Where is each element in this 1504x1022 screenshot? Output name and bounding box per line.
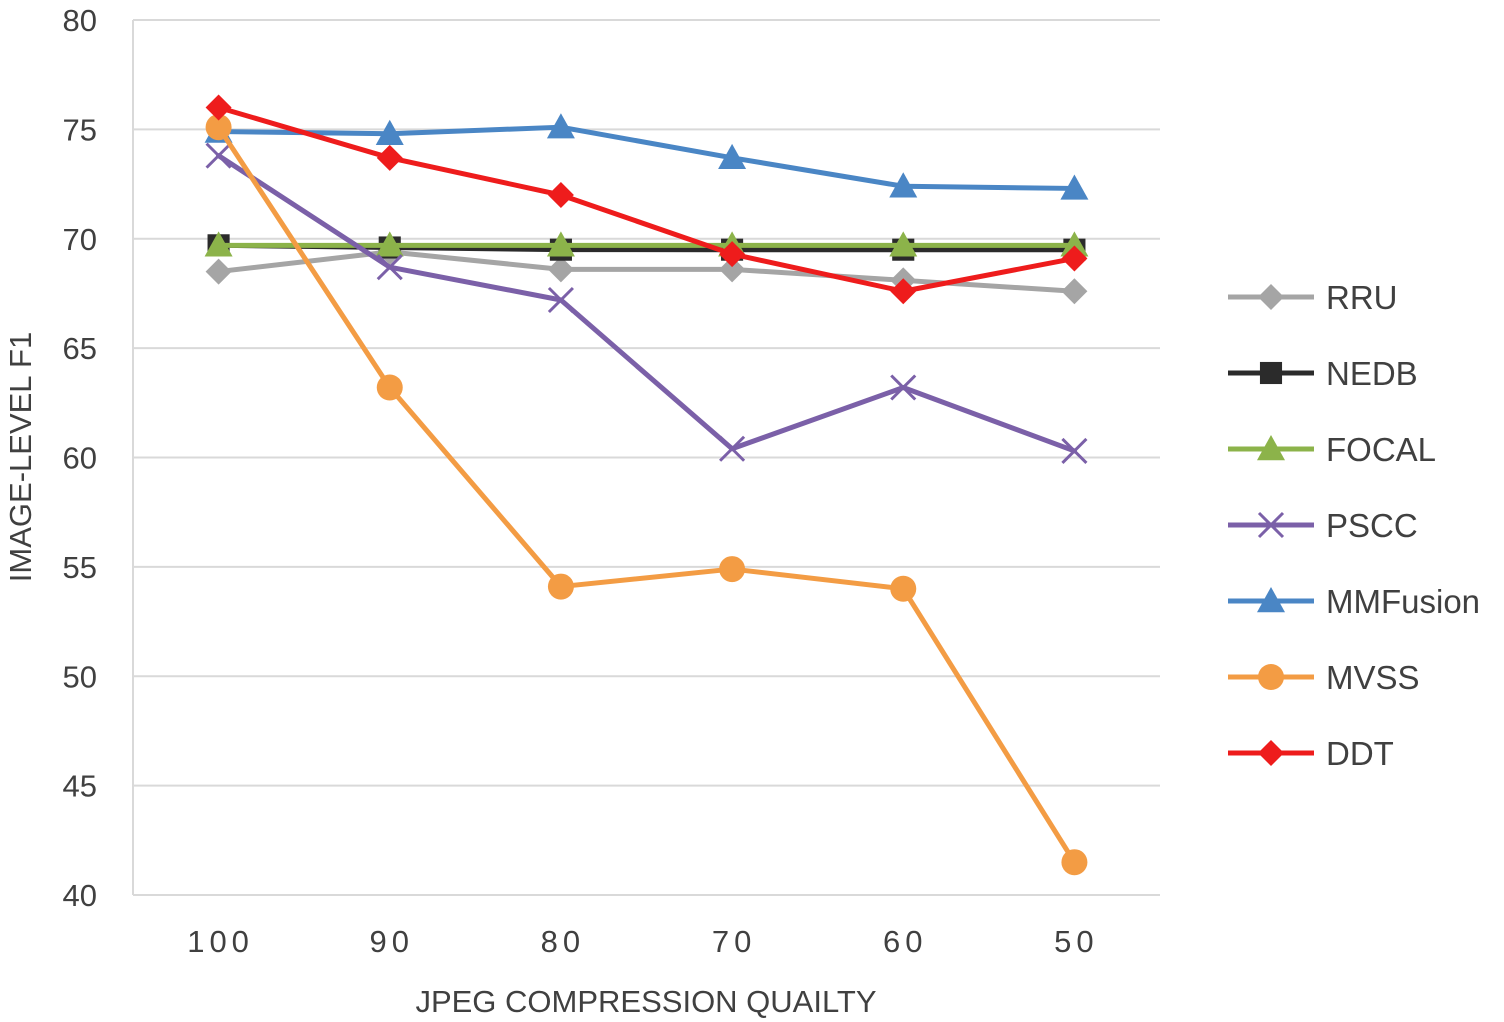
legend-label: MMFusion xyxy=(1326,583,1480,620)
legend-item-ddt: DDT xyxy=(1228,735,1394,772)
series-line-rru xyxy=(216,249,1077,294)
legend-label: DDT xyxy=(1326,735,1394,772)
data-point-focal xyxy=(1060,231,1089,257)
y-tick-label: 50 xyxy=(63,659,97,694)
legend-label: NEDB xyxy=(1326,355,1418,392)
data-point-focal xyxy=(546,231,575,257)
legend-item-pscc: PSCC xyxy=(1228,507,1418,544)
legend-item-nedb: NEDB xyxy=(1228,355,1418,392)
legend-marker xyxy=(1257,587,1285,613)
series-line-mmfusion xyxy=(216,124,1077,191)
data-point-mmfusion xyxy=(1060,174,1089,200)
series-mmfusion xyxy=(204,113,1089,200)
x-tick-label: 60 xyxy=(883,924,927,959)
data-point-mvss xyxy=(719,556,746,583)
y-tick-label: 55 xyxy=(63,550,97,585)
series-line-pscc xyxy=(216,153,1077,454)
data-point-focal xyxy=(204,231,233,257)
data-point-ddt xyxy=(205,94,232,121)
legend-marker xyxy=(1258,284,1284,310)
data-point-pscc xyxy=(1061,437,1088,464)
legend-marker xyxy=(1257,435,1285,461)
data-point-mvss xyxy=(547,573,574,600)
data-point-pscc xyxy=(719,435,746,462)
y-tick-label: 65 xyxy=(63,331,97,366)
series-line-mvss xyxy=(216,124,1077,865)
data-point-mvss xyxy=(890,575,917,602)
data-point-pscc xyxy=(205,142,232,169)
legend-label: PSCC xyxy=(1326,507,1418,544)
y-tick-label: 60 xyxy=(63,441,97,476)
legend-marker xyxy=(1258,664,1284,690)
legend: RRU NEDB FOCAL PSCC MMFusion MVSS DDT xyxy=(1228,279,1480,772)
legend-label: MVSS xyxy=(1326,659,1420,696)
y-tick-label: 75 xyxy=(63,112,97,147)
legend-marker xyxy=(1258,740,1284,766)
data-point-rru xyxy=(205,258,232,285)
data-point-ddt xyxy=(719,241,746,268)
data-point-mmfusion xyxy=(718,143,747,170)
data-point-ddt xyxy=(376,144,403,171)
series-ddt xyxy=(205,94,1088,305)
x-tick-label: 100 xyxy=(187,924,254,959)
y-axis-title: IMAGE-LEVEL F1 xyxy=(3,332,38,582)
y-tick-label: 45 xyxy=(63,769,97,804)
legend-item-focal: FOCAL xyxy=(1228,431,1436,468)
data-point-mvss xyxy=(376,374,403,401)
grid xyxy=(132,19,1160,896)
data-point-ddt xyxy=(890,278,917,305)
data-point-rru xyxy=(719,256,746,283)
data-point-rru xyxy=(547,256,574,283)
data-point-mvss xyxy=(205,114,232,141)
y-tick-label: 80 xyxy=(63,3,97,38)
data-point-mmfusion xyxy=(375,119,404,145)
y-axis-ticks: 40 45 50 55 60 65 70 75 80 xyxy=(63,3,97,913)
series-mvss xyxy=(205,114,1088,876)
y-tick-label: 70 xyxy=(63,222,97,257)
data-point-ddt xyxy=(547,182,574,208)
series-line-ddt xyxy=(216,105,1077,294)
y-tick-label: 40 xyxy=(63,878,97,913)
data-point-pscc xyxy=(890,374,917,401)
legend-item-mvss: MVSS xyxy=(1228,659,1420,696)
x-tick-label: 80 xyxy=(541,924,585,959)
data-point-pscc xyxy=(547,286,574,314)
legend-marker xyxy=(1257,511,1285,539)
series-group xyxy=(204,94,1089,876)
x-tick-label: 70 xyxy=(712,924,756,959)
data-point-focal xyxy=(375,231,404,257)
data-point-ddt xyxy=(1061,245,1088,272)
legend-item-rru: RRU xyxy=(1228,279,1398,316)
legend-label: FOCAL xyxy=(1326,431,1436,468)
legend-marker xyxy=(1259,361,1283,385)
data-point-mmfusion xyxy=(546,113,575,139)
legend-item-mmfusion: MMFusion xyxy=(1228,583,1480,620)
x-axis-ticks: 100 90 80 70 60 50 xyxy=(187,924,1098,959)
series-pscc xyxy=(205,142,1088,464)
data-point-rru xyxy=(1061,278,1088,305)
data-point-mvss xyxy=(1061,849,1088,876)
x-axis-title: JPEG COMPRESSION QUAILTY xyxy=(415,984,876,1019)
data-point-focal xyxy=(889,231,918,257)
data-point-mmfusion xyxy=(889,172,918,198)
data-point-pscc xyxy=(376,254,403,281)
legend-label: RRU xyxy=(1326,279,1398,316)
x-tick-label: 90 xyxy=(370,924,414,959)
x-tick-label: 50 xyxy=(1054,924,1098,959)
